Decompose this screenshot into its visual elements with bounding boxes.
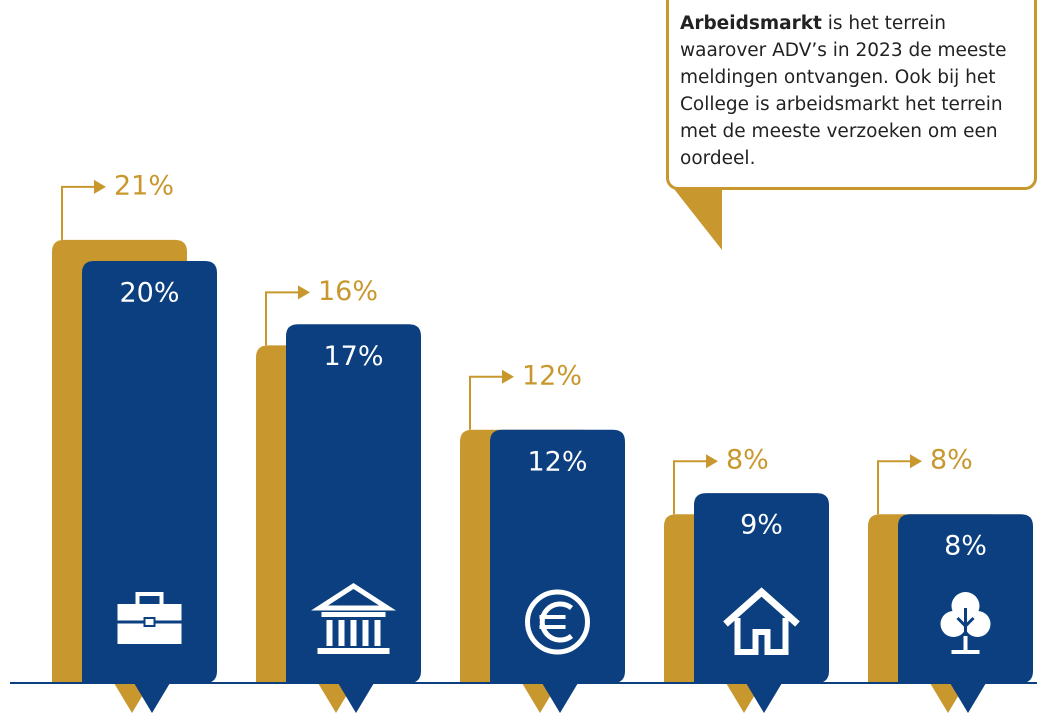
icon bbox=[964, 611, 991, 637]
value-label: 9% bbox=[740, 510, 783, 541]
icon bbox=[723, 587, 800, 655]
bar bbox=[286, 324, 421, 683]
icon bbox=[525, 589, 590, 655]
value-label: 20% bbox=[119, 278, 179, 309]
value-label: 12% bbox=[522, 360, 582, 391]
label-arrow bbox=[877, 460, 913, 515]
icon bbox=[338, 620, 345, 646]
label-arrowhead bbox=[706, 454, 718, 469]
pointer bbox=[338, 683, 374, 713]
bar bbox=[82, 261, 217, 683]
icon bbox=[326, 620, 333, 646]
icon bbox=[117, 592, 182, 644]
label-arrowhead bbox=[94, 179, 106, 194]
value-label: 17% bbox=[323, 341, 383, 372]
icon bbox=[940, 611, 967, 637]
pointer bbox=[746, 683, 782, 713]
callout-tail bbox=[667, 180, 722, 250]
icon bbox=[135, 592, 164, 608]
value-label: 16% bbox=[318, 276, 378, 307]
pointer bbox=[950, 683, 986, 713]
label-arrow bbox=[265, 291, 301, 346]
label-arrow bbox=[61, 185, 97, 240]
icon bbox=[525, 589, 590, 655]
icon bbox=[321, 612, 386, 617]
callout: Arbeidsmarkt is het terrein waarover ADV… bbox=[666, 0, 1037, 190]
icon bbox=[374, 620, 381, 646]
icon bbox=[734, 618, 789, 655]
value-label: 8% bbox=[726, 445, 769, 476]
value-label: 8% bbox=[930, 445, 973, 476]
callout-bold: Arbeidsmarkt bbox=[680, 13, 822, 34]
icon bbox=[539, 601, 574, 643]
label-arrowhead bbox=[502, 369, 514, 384]
value-label: 21% bbox=[114, 170, 174, 201]
bar bbox=[490, 429, 625, 683]
icon bbox=[940, 592, 991, 654]
label-arrow bbox=[469, 375, 505, 430]
value-label: 12% bbox=[527, 446, 587, 477]
icon bbox=[311, 583, 396, 654]
icon bbox=[311, 583, 396, 611]
icon bbox=[143, 617, 156, 627]
icon bbox=[723, 587, 800, 627]
label-arrowhead bbox=[910, 454, 922, 469]
pointer bbox=[134, 683, 170, 713]
label-arrowhead bbox=[298, 285, 310, 300]
callout-text: is het terrein waarover ADV’s in 2023 de… bbox=[680, 13, 1007, 169]
value-label: 8% bbox=[944, 531, 987, 562]
icon bbox=[317, 648, 390, 654]
pointer bbox=[542, 683, 578, 713]
label-arrow bbox=[673, 460, 709, 515]
icon bbox=[362, 620, 369, 646]
icon bbox=[350, 620, 357, 646]
